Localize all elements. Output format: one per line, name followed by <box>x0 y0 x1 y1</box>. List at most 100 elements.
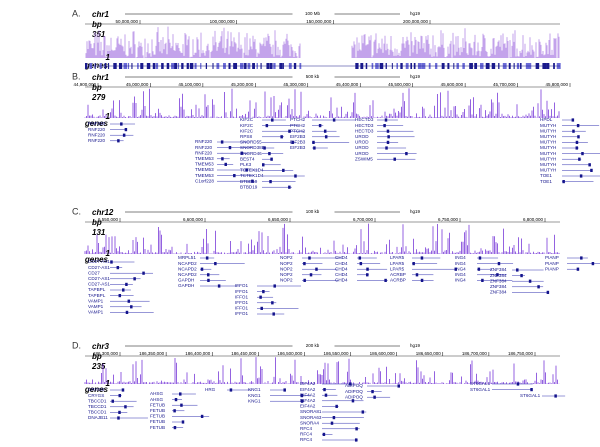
gene-exon <box>520 274 523 278</box>
gene-name: IFFO1 <box>235 306 248 311</box>
gene-exon <box>124 128 128 132</box>
bp-label: bp <box>92 83 102 92</box>
gene-exon <box>351 399 355 403</box>
gene-name: CRYGS <box>88 387 104 392</box>
gene-name: ING4 <box>455 255 466 260</box>
gene-name: EIF4A2 <box>300 381 316 386</box>
gene-name: RNF220 <box>195 139 213 144</box>
gene-name: BEST4 <box>240 156 255 161</box>
gene-name: EIF4A2 <box>300 398 316 403</box>
gene-exon <box>116 266 120 270</box>
gene-exon <box>271 301 274 305</box>
gene-name: NCAPD2 <box>178 272 197 277</box>
gene-name: LPAR5 <box>390 261 405 266</box>
gene-name: PIANP <box>545 255 559 260</box>
gene-exon <box>142 271 145 275</box>
gene-exon <box>359 262 363 266</box>
gene-exon <box>324 393 328 397</box>
gene-name: ST6GAL1 <box>520 393 541 398</box>
ruler-label: 45,500,000 <box>388 82 411 87</box>
gene-name: RNF220 <box>195 150 213 155</box>
gene-exon <box>207 278 210 282</box>
gene-exon <box>308 256 311 260</box>
assembly-label: hg19 <box>410 74 421 79</box>
gene-name: TOE1 <box>540 173 552 178</box>
ruler-label: 100,000,000 <box>210 19 236 24</box>
gene-name: RNF220 <box>88 132 106 137</box>
gene-exon <box>590 168 593 172</box>
ruler-label: 186,650,000 <box>416 351 442 356</box>
gene-exon <box>481 278 484 282</box>
gene-exon <box>385 146 388 150</box>
gene-name: BTBD19 <box>240 179 258 184</box>
gene-exon <box>259 295 262 299</box>
gene-name: IFFO1 <box>235 294 248 299</box>
gene-exon <box>179 392 182 396</box>
gene-name: UROD <box>355 145 369 150</box>
gene-name: TCTEX1D4 <box>240 168 264 173</box>
gene-exon <box>366 267 369 271</box>
gene-name: FETUB <box>150 414 165 419</box>
gene-exon <box>412 262 415 266</box>
gene-exon <box>251 179 254 183</box>
gene-exon <box>121 388 125 392</box>
ruler-label: 45,400,000 <box>336 82 359 87</box>
gene-name: CD27 <box>88 270 100 275</box>
gene-name: EIF4A2 <box>300 392 316 397</box>
gene-exon <box>575 140 579 144</box>
gene-exon <box>393 157 396 161</box>
gene-exon <box>245 168 248 172</box>
gene-exon <box>579 174 583 178</box>
gene-name: NOP2 <box>280 278 293 283</box>
gene-exon <box>575 146 579 150</box>
gene-exon <box>200 267 204 271</box>
gene-exon <box>224 162 227 166</box>
gene-name: NOP2 <box>280 261 293 266</box>
gene-exon <box>118 294 122 298</box>
gene-exon <box>173 426 177 430</box>
gene-exon <box>283 388 286 392</box>
ruler-label: 186,550,000 <box>324 351 350 356</box>
gene-name: SNORA81 <box>300 409 322 414</box>
gene-exon <box>282 168 285 172</box>
assembly-label: hg19 <box>410 343 421 348</box>
gene-name: RNF220 <box>88 127 106 132</box>
ruler-label: 45,600,000 <box>441 82 464 87</box>
track-genes: genes <box>84 119 109 128</box>
ruler-label: 150,000,000 <box>306 19 332 24</box>
ruler-label: 45,700,000 <box>493 82 516 87</box>
gene-name: TMEM53 <box>195 162 214 167</box>
gene-exon <box>387 135 390 139</box>
scale-label: 100 kb <box>306 209 320 214</box>
gene-name: CD27-AS1 <box>88 276 110 281</box>
gene-name: NOP2 <box>280 266 293 271</box>
bp-value: 235 <box>91 362 106 371</box>
gene-name: UROD <box>355 134 369 139</box>
gene-name: ZNF384 <box>490 290 507 295</box>
gene-name: HECTD3 <box>355 128 374 133</box>
gene-name: AHSG <box>150 391 163 396</box>
gene-exon <box>118 394 122 398</box>
gene-name: NCAPD2 <box>178 266 197 271</box>
gene-exon <box>580 256 583 260</box>
gene-exon <box>300 399 304 403</box>
gene-name: CHD4 <box>335 266 348 271</box>
gene-name: ING4 <box>455 261 466 266</box>
ruler-label: 45,800,000 <box>545 82 568 87</box>
gene-exon <box>270 157 273 161</box>
gene-name: ING4 <box>455 272 466 277</box>
gene-name: ADIPOQ <box>345 389 363 394</box>
gene-exon <box>516 268 519 272</box>
gene-exon <box>371 390 374 394</box>
gene-exon <box>546 290 550 294</box>
gene-name: ST6GAL1 <box>470 387 491 392</box>
track-one: 1 <box>106 112 111 121</box>
gene-name: ZSWIM5 <box>355 156 373 161</box>
gene-name: SNORD38B <box>240 145 265 150</box>
gene-exon <box>477 267 481 271</box>
gene-exon <box>271 118 274 122</box>
gene-exon <box>291 140 294 144</box>
bp-label: bp <box>92 352 102 361</box>
gene-exon <box>516 382 520 386</box>
